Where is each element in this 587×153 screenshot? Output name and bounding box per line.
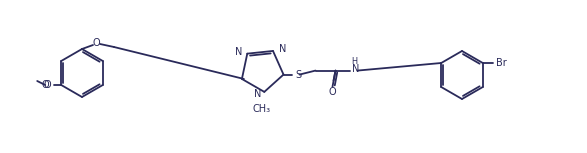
Text: O: O [42,80,49,90]
Text: O: O [43,80,51,90]
Text: S: S [295,70,302,80]
Text: O: O [92,38,100,48]
Text: O: O [329,87,336,97]
Text: H: H [352,57,357,66]
Text: N: N [352,64,359,74]
Text: Br: Br [496,58,507,68]
Text: N: N [254,89,261,99]
Text: N: N [279,44,286,54]
Text: CH₃: CH₃ [252,104,271,114]
Text: N: N [235,47,242,57]
